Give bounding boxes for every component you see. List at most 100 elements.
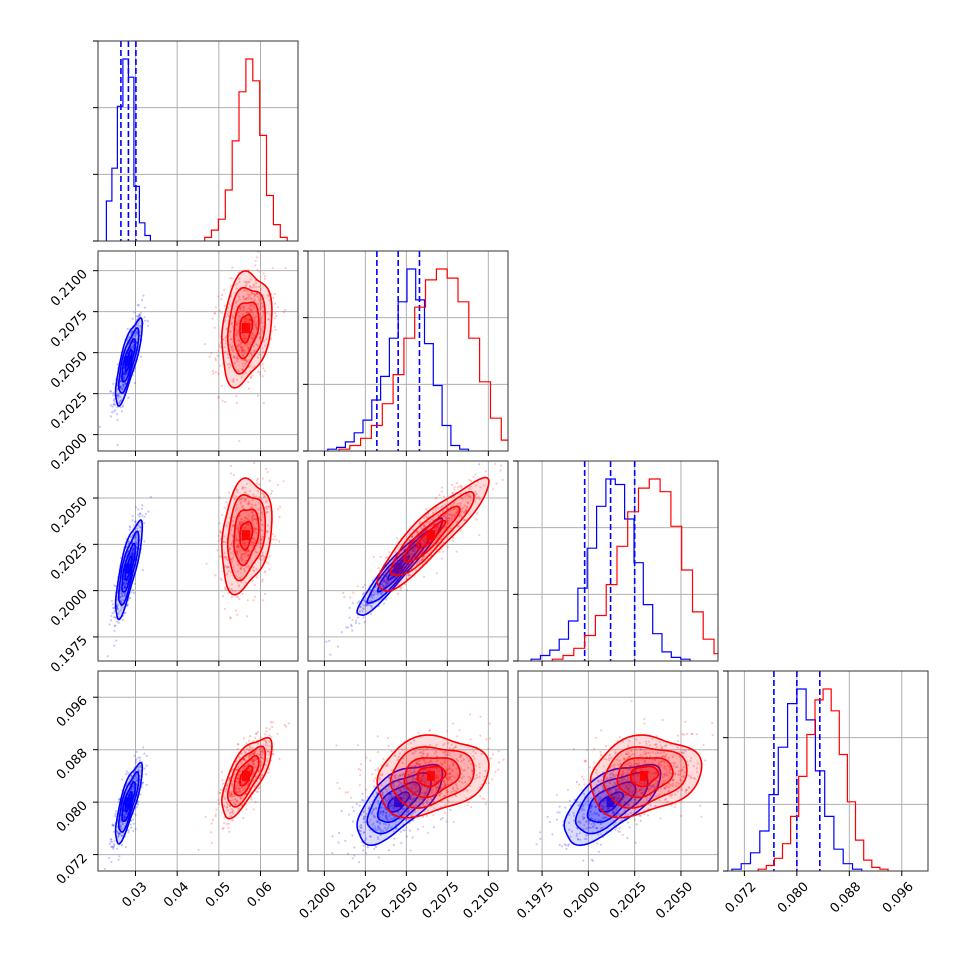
scatter-point: [385, 577, 388, 580]
scatter-point: [255, 286, 258, 289]
scatter-point: [358, 610, 361, 613]
scatter-point: [400, 788, 403, 792]
scatter-point: [408, 550, 411, 553]
scatter-point: [385, 583, 388, 586]
scatter-point: [400, 783, 403, 787]
scatter-point: [113, 644, 116, 647]
scatter-point: [211, 317, 214, 320]
scatter-point: [252, 566, 255, 569]
scatter-point: [239, 576, 242, 579]
scatter-point: [377, 799, 380, 803]
scatter-point: [427, 540, 430, 543]
scatter-point: [465, 505, 469, 508]
scatter-point: [398, 568, 401, 572]
scatter-point: [231, 316, 234, 319]
scatter-point: [410, 550, 414, 553]
scatter-point: [226, 803, 229, 806]
scatter-point: [384, 823, 387, 826]
scatter-point: [415, 783, 418, 786]
scatter-point: [251, 311, 254, 314]
scatter-point: [125, 812, 128, 815]
scatter-point: [389, 804, 392, 808]
scatter-point: [386, 583, 389, 586]
scatter-point: [248, 318, 251, 321]
scatter-point: [231, 266, 234, 269]
scatter-point: [125, 773, 128, 776]
scatter-point: [408, 551, 411, 555]
scatter-point: [414, 810, 417, 813]
scatter-point: [119, 820, 123, 824]
scatter-point: [249, 352, 252, 355]
scatter-point: [124, 815, 127, 818]
scatter-point: [235, 768, 238, 772]
scatter-point: [236, 491, 239, 494]
scatter-point: [221, 399, 224, 402]
scatter-point: [242, 758, 245, 761]
scatter-point: [231, 783, 234, 786]
scatter-point: [456, 520, 459, 524]
scatter-point: [263, 277, 267, 280]
scatter-point: [251, 510, 254, 513]
scatter-point: [235, 332, 238, 335]
scatter-point: [220, 770, 223, 774]
scatter-point: [259, 535, 262, 538]
scatter-point: [436, 526, 439, 529]
scatter-point: [385, 811, 388, 815]
scatter-point: [244, 553, 247, 556]
scatter-point: [250, 336, 253, 340]
scatter-point: [440, 523, 444, 526]
scatter-point: [416, 762, 419, 765]
scatter-point: [256, 292, 259, 295]
scatter-point: [117, 832, 120, 836]
scatter-point: [328, 639, 331, 642]
scatter-point: [244, 320, 247, 323]
scatter-point: [409, 829, 412, 832]
scatter-point: [239, 518, 242, 521]
scatter-point: [243, 749, 246, 752]
scatter-point: [257, 542, 260, 545]
scatter-point: [406, 589, 409, 592]
scatter-point: [232, 516, 235, 519]
scatter-point: [253, 753, 256, 756]
scatter-point: [208, 355, 211, 358]
scatter-point: [417, 760, 420, 763]
scatter-point: [110, 390, 113, 393]
scatter-point: [123, 586, 126, 589]
scatter-point: [362, 607, 365, 610]
scatter-point: [125, 806, 128, 809]
panel-frame: [97, 460, 299, 662]
scatter-point: [267, 771, 270, 774]
scatter-point: [137, 756, 140, 759]
scatter-point: [402, 829, 405, 832]
scatter-point: [123, 816, 126, 819]
scatter-point: [434, 781, 437, 784]
scatter-point: [410, 562, 413, 566]
scatter-point: [120, 843, 124, 847]
scatter-point: [500, 464, 503, 467]
scatter-point: [255, 316, 258, 319]
scatter-point: [267, 318, 270, 321]
scatter-point: [424, 791, 427, 794]
scatter-point: [409, 798, 412, 801]
scatter-point: [263, 571, 266, 574]
scatter-point: [421, 558, 425, 561]
scatter-point: [116, 603, 119, 606]
scatter-point: [325, 640, 328, 643]
scatter-point: [429, 525, 432, 528]
scatter-point: [439, 518, 442, 521]
scatter-point: [476, 497, 479, 500]
scatter-point: [362, 849, 365, 852]
scatter-point: [422, 516, 426, 520]
scatter-point: [411, 804, 414, 807]
scatter-point: [139, 765, 142, 769]
scatter-point: [225, 501, 228, 504]
scatter-point: [405, 818, 408, 821]
scatter-point: [265, 741, 268, 744]
scatter-point: [123, 815, 127, 819]
scatter-point: [262, 367, 265, 370]
scatter-point: [425, 514, 428, 517]
scatter-point: [119, 595, 122, 598]
scatter-point: [260, 537, 263, 540]
scatter-point: [243, 520, 246, 523]
scatter-point: [230, 792, 233, 796]
